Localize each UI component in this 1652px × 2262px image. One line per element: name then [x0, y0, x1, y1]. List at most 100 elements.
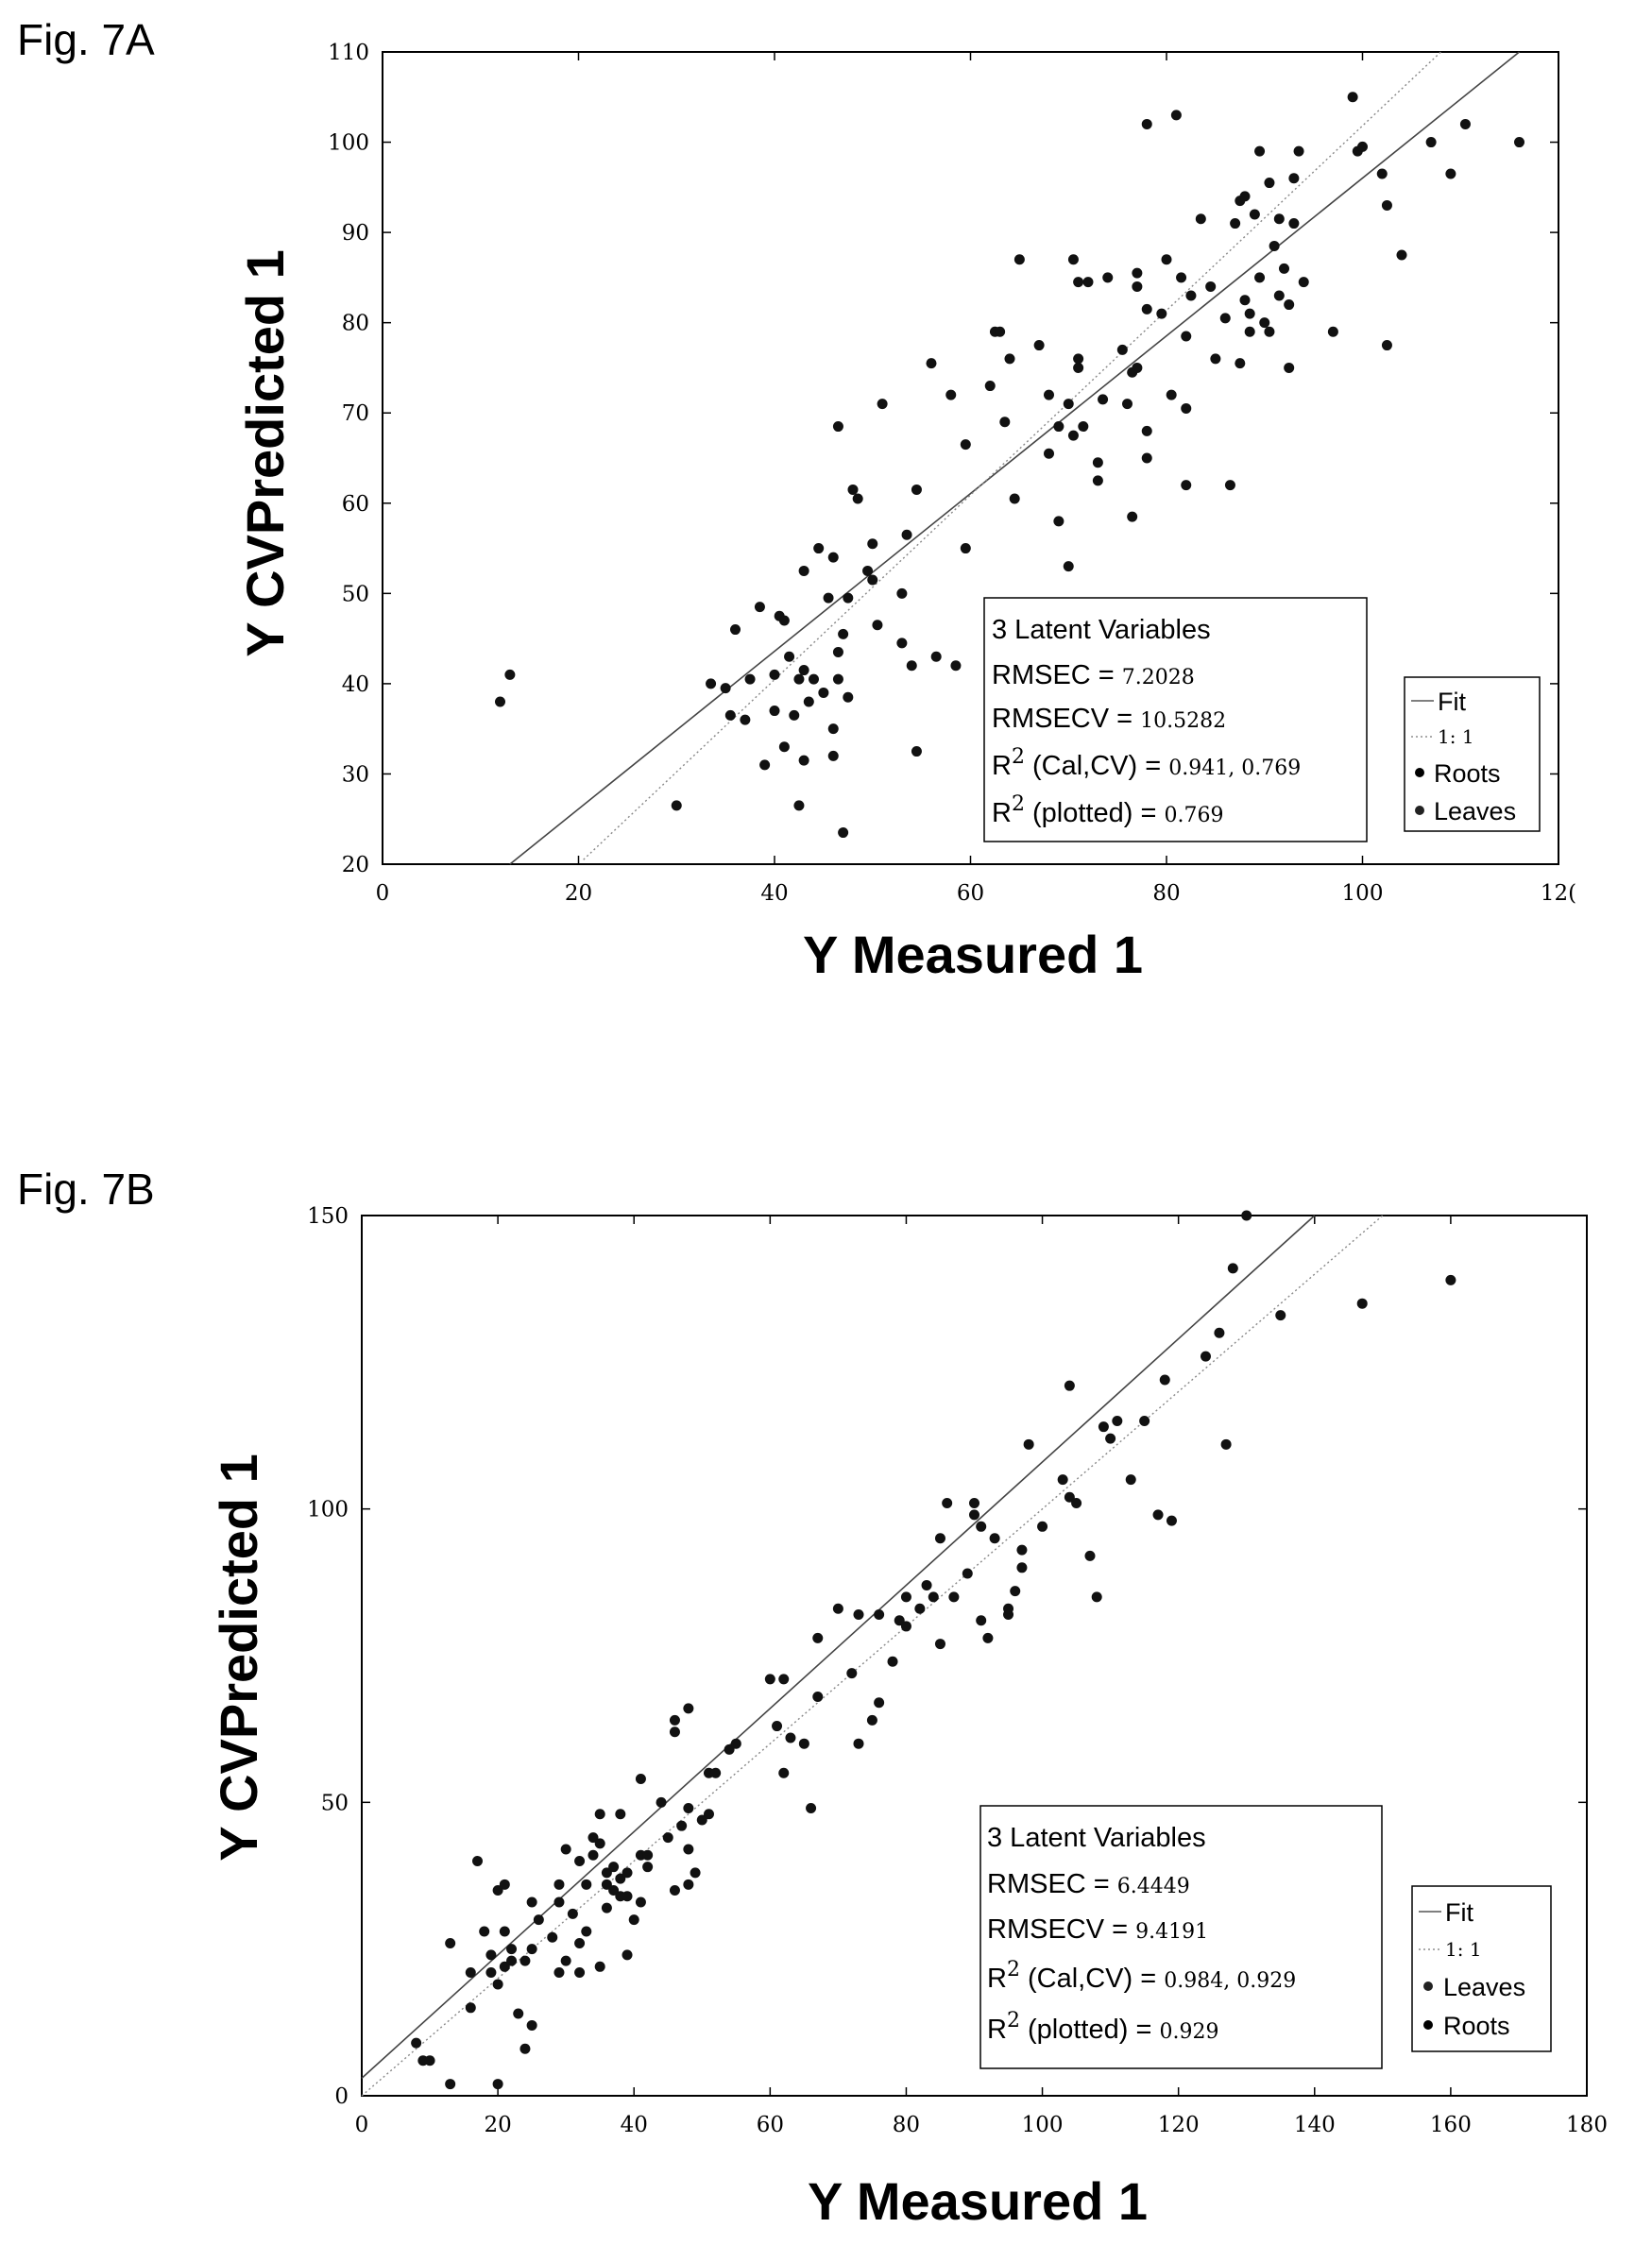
y-axis-title-7b: Y CVPredicted 1: [209, 1454, 268, 1862]
data-point-7a: [1132, 267, 1143, 279]
legend-7b: Fit 1: 1 Leaves Roots: [1411, 1885, 1552, 2052]
data-point-7b: [506, 1955, 518, 1966]
data-point-7a: [1053, 516, 1064, 527]
data-point-7a: [1073, 277, 1084, 288]
data-point-7a: [1195, 213, 1206, 225]
data-point-7a: [1298, 277, 1309, 288]
data-point-7b: [853, 1609, 864, 1621]
data-point-7b: [560, 1955, 571, 1966]
data-point-7a: [818, 687, 829, 698]
y-tick-label-7b: 150: [307, 1204, 349, 1229]
data-point-7b: [724, 1743, 735, 1755]
data-point-7a: [950, 660, 962, 672]
data-point-7a: [720, 683, 731, 694]
x-tick-label-7a: 0: [376, 881, 390, 906]
rmsec-7a: RMSEC = 7.2028: [992, 660, 1195, 690]
legend-leaves-marker-7a: [1415, 806, 1424, 815]
data-point-7a: [1073, 353, 1084, 365]
data-point-7b: [622, 1867, 633, 1879]
data-point-7a: [1141, 303, 1152, 315]
data-point-7a: [1044, 448, 1054, 459]
data-point-7a: [1181, 402, 1192, 414]
data-point-7a: [1102, 272, 1114, 283]
y-tick-label-7a: 30: [342, 762, 369, 787]
data-point-7a: [1141, 425, 1152, 436]
x-tick-label-7b: 120: [1158, 2113, 1200, 2137]
data-point-7b: [1125, 1474, 1136, 1486]
figure-label-7b: Fig. 7B: [17, 1165, 155, 1214]
scatter-points-7a: [495, 92, 1524, 839]
x-tick-label-7b: 20: [484, 2113, 511, 2137]
data-point-7a: [1181, 331, 1192, 342]
data-point-7a: [671, 800, 682, 811]
data-point-7b: [934, 1639, 945, 1650]
x-tick-label-7b: 60: [757, 2113, 784, 2137]
data-point-7b: [1152, 1509, 1164, 1521]
data-point-7b: [1214, 1327, 1225, 1338]
data-point-7b: [1356, 1298, 1368, 1309]
data-point-7b: [1220, 1438, 1232, 1450]
data-point-7b: [1064, 1380, 1075, 1391]
y-tick-label-7a: 90: [342, 221, 369, 246]
data-point-7a: [1073, 362, 1084, 373]
stats-box-frame-7b: [979, 1805, 1383, 2069]
data-point-7b: [683, 1703, 694, 1714]
data-point-7a: [1092, 475, 1103, 486]
data-point-7b: [962, 1568, 973, 1579]
stats-box-frame-7a: [983, 597, 1368, 842]
data-point-7a: [960, 439, 971, 451]
data-point-7b: [1084, 1550, 1096, 1561]
data-point-7a: [896, 587, 908, 599]
data-point-7a: [1219, 313, 1231, 324]
r2-plotted-7b: R2 (plotted) = 0.929: [987, 2009, 1218, 2045]
data-point-7b: [894, 1615, 905, 1626]
rmsecv-7a: RMSECV = 10.5282: [992, 704, 1226, 734]
data-point-7a: [1063, 561, 1074, 572]
data-point-7a: [1067, 430, 1079, 441]
data-point-7b: [445, 1937, 456, 1948]
x-tick-label-7b: 140: [1294, 2113, 1336, 2137]
data-point-7b: [581, 1879, 592, 1890]
data-point-7b: [690, 1867, 701, 1879]
data-point-7b: [806, 1803, 817, 1814]
data-point-7b: [574, 1967, 586, 1979]
data-point-7b: [982, 1632, 994, 1643]
data-point-7b: [622, 1949, 633, 1961]
x-tick-label-7b: 80: [893, 2113, 920, 2137]
data-point-7a: [1459, 118, 1471, 129]
data-point-7a: [1239, 191, 1251, 202]
data-point-7a: [1288, 173, 1300, 184]
data-point-7a: [847, 484, 859, 495]
data-point-7a: [1166, 389, 1177, 400]
data-point-7a: [504, 669, 516, 680]
data-point-7b: [1064, 1491, 1075, 1503]
data-point-7b: [1112, 1415, 1123, 1426]
data-point-7b: [656, 1796, 667, 1808]
x-tick-label-7b: 180: [1566, 2113, 1608, 2137]
data-point-7b: [499, 1879, 510, 1890]
data-point-7b: [608, 1862, 620, 1873]
data-point-7a: [1044, 389, 1054, 400]
data-point-7b: [492, 1885, 503, 1896]
data-point-7b: [594, 1809, 605, 1820]
data-point-7a: [1141, 118, 1152, 129]
data-point-7a: [706, 678, 717, 689]
x-tick-label-7a: 12(: [1541, 881, 1576, 906]
data-point-7b: [588, 1849, 599, 1861]
latent-variables-7a: 3 Latent Variables: [992, 615, 1211, 645]
x-tick-label-7b: 100: [1022, 2113, 1064, 2137]
legend-one-to-one-label-7b: 1: 1: [1445, 1938, 1482, 1961]
data-point-7a: [778, 615, 790, 626]
data-point-7b: [424, 2055, 435, 2066]
x-tick-label-7a: 80: [1152, 881, 1180, 906]
data-point-7a: [823, 592, 834, 604]
legend-frame-7b: [1411, 1885, 1552, 2052]
data-point-7a: [827, 723, 839, 735]
data-point-7b: [1091, 1591, 1102, 1603]
x-tick-label-7a: 20: [565, 881, 592, 906]
data-point-7a: [1170, 110, 1182, 121]
data-point-7a: [1092, 457, 1103, 468]
data-point-7b: [594, 1961, 605, 1972]
data-point-7a: [1249, 209, 1260, 220]
data-point-7b: [1139, 1415, 1150, 1426]
